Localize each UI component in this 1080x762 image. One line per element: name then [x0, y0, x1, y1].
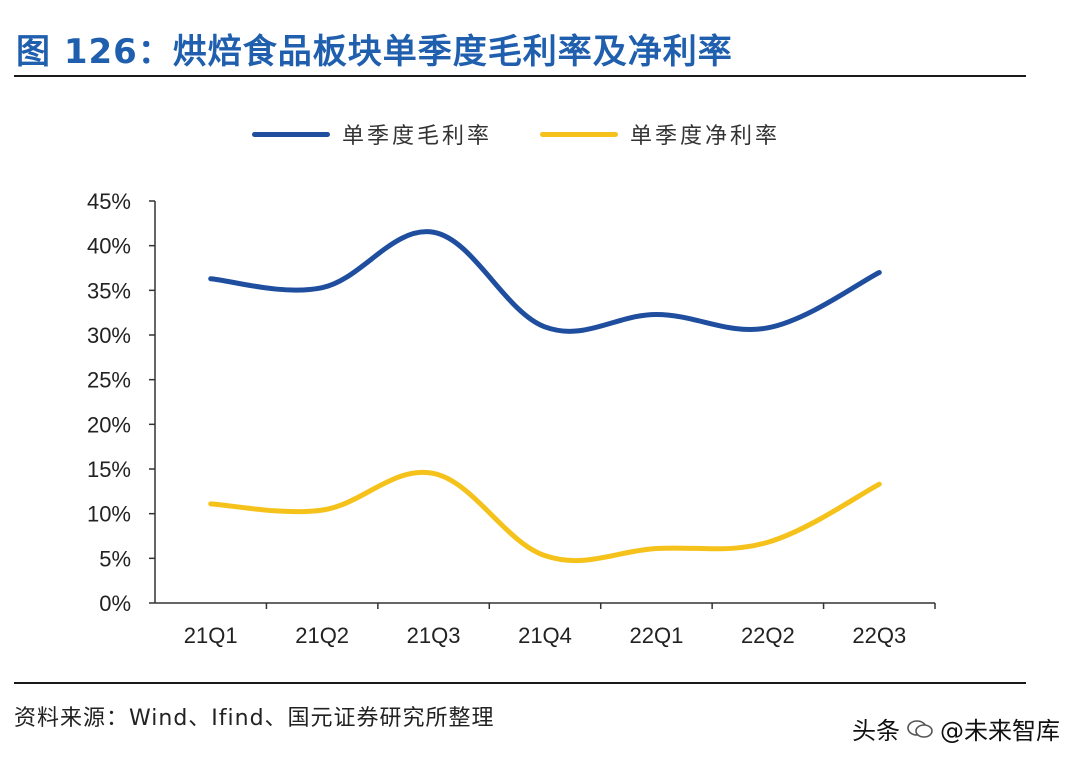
series-line-net-margin — [208, 469, 882, 564]
source-divider — [14, 682, 1026, 684]
chart-title: 图 126：烘焙食品板块单季度毛利率及净利率 — [16, 32, 733, 72]
x-tick-label: 21Q4 — [518, 623, 572, 648]
legend: 单季度毛利率 单季度净利率 — [0, 118, 1080, 150]
x-tick-label: 21Q3 — [407, 623, 461, 648]
y-tick-label: 40% — [87, 234, 131, 259]
x-tick-label: 21Q2 — [295, 623, 349, 648]
legend-swatch-gross-margin — [252, 131, 330, 137]
y-tick-label: 20% — [87, 412, 131, 437]
legend-label-net-margin: 单季度净利率 — [630, 124, 781, 149]
line-chart: 0%5%10%15%20%25%30%35%40%45% 21Q1 21Q2 21Q… — [87, 189, 936, 648]
x-tick-label: 22Q3 — [852, 623, 906, 648]
series-lines — [208, 229, 882, 564]
watermark-left: 头条 — [852, 717, 900, 745]
axes — [149, 200, 936, 609]
x-tick-label: 22Q2 — [741, 623, 795, 648]
y-tick-label: 30% — [87, 323, 131, 348]
y-tick-label: 35% — [87, 278, 131, 303]
wechat-icon — [907, 719, 933, 738]
y-axis-labels: 0% 5% 10% 15% 20% 25% 30% 35% 40% 45% — [87, 189, 131, 616]
legend-swatch-net-margin — [540, 131, 618, 137]
legend-item-gross-margin: 单季度毛利率 — [252, 118, 492, 150]
x-axis-labels: 21Q1 21Q2 21Q3 21Q4 22Q1 22Q2 22Q3 — [184, 623, 906, 648]
legend-label-gross-margin: 单季度毛利率 — [342, 124, 493, 149]
y-tick-label: 25% — [87, 368, 131, 393]
watermark: 头条 @未来智库 — [852, 711, 1060, 746]
title-divider — [14, 75, 1026, 77]
y-tick-label: 45% — [87, 189, 131, 214]
x-tick-label: 21Q1 — [184, 623, 238, 648]
y-tick-label: 10% — [87, 502, 131, 527]
x-tick-label: 22Q1 — [630, 623, 684, 648]
y-tick-label: 5% — [99, 546, 131, 571]
y-tick-label: 15% — [87, 457, 131, 482]
legend-item-net-margin: 单季度净利率 — [540, 118, 780, 150]
series-line-gross-margin — [208, 229, 882, 334]
watermark-right: @未来智库 — [940, 717, 1060, 745]
source-note: 资料来源：Wind、Ifind、国元证券研究所整理 — [14, 706, 495, 731]
y-tick-label: 0% — [99, 591, 131, 616]
